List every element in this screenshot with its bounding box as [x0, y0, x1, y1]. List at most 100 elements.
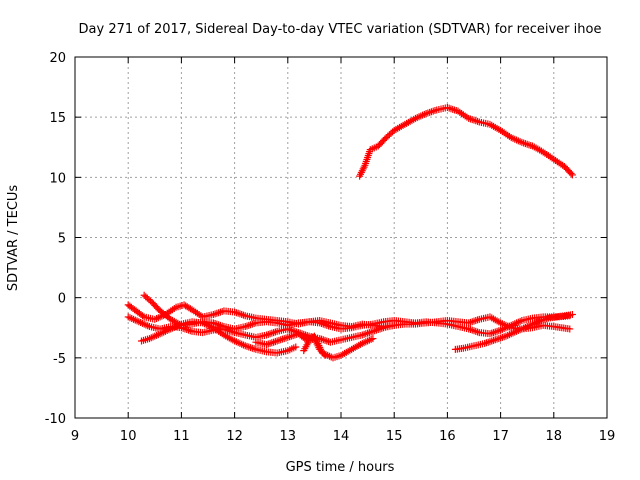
data-point [474, 117, 482, 125]
data-point [211, 310, 219, 318]
data-point [321, 336, 329, 344]
data-point [365, 329, 373, 337]
data-point [250, 320, 258, 328]
data-point [234, 309, 242, 317]
data-point [273, 337, 281, 345]
data-point [213, 309, 221, 317]
x-tick-label: 12 [226, 429, 243, 444]
y-tick-label: -10 [45, 412, 66, 427]
data-point [248, 344, 256, 352]
data-point [445, 104, 453, 112]
x-tick-label: 9 [71, 429, 79, 444]
data-point [490, 336, 498, 344]
data-point [472, 117, 480, 125]
series-6 [451, 312, 574, 353]
data-point [568, 171, 576, 179]
y-tick-label: 20 [49, 51, 66, 66]
data-point [139, 312, 147, 320]
data-point [216, 308, 224, 316]
y-tick-label: 10 [49, 171, 66, 186]
data-point [468, 326, 476, 334]
data-point [270, 338, 278, 346]
data-point [493, 335, 501, 343]
data-point [429, 107, 437, 115]
data-point [484, 338, 492, 346]
x-tick-label: 17 [492, 429, 509, 444]
data-point [567, 170, 575, 178]
data-point [287, 326, 295, 334]
data-point [245, 321, 253, 329]
data-point [278, 335, 286, 343]
data-point [264, 340, 272, 348]
data-point [238, 311, 246, 319]
data-point [470, 317, 478, 325]
x-tick-label: 14 [333, 429, 350, 444]
data-point [183, 326, 191, 334]
data-point [362, 330, 370, 338]
x-tick-label: 18 [546, 429, 563, 444]
data-point [490, 329, 498, 337]
data-point [431, 107, 439, 115]
data-point [566, 312, 574, 320]
series-0 [356, 104, 576, 180]
data-point [271, 328, 279, 336]
data-point [264, 330, 272, 338]
x-tick-label: 19 [599, 429, 616, 444]
data-point [449, 105, 457, 113]
data-point [239, 311, 247, 319]
chart-title: Day 271 of 2017, Sidereal Day-to-day VTE… [79, 22, 602, 37]
data-point [364, 329, 372, 337]
data-point [472, 317, 480, 325]
data-point [323, 337, 331, 345]
data-point [319, 336, 327, 344]
data-point [360, 330, 368, 338]
data-point [495, 335, 503, 343]
x-tick-label: 10 [120, 429, 137, 444]
y-tick-label: 0 [58, 292, 66, 307]
x-axis-label: GPS time / hours [286, 460, 395, 475]
data-point [277, 336, 285, 344]
series-7 [300, 335, 329, 359]
data-point [282, 334, 290, 342]
data-point [369, 335, 377, 343]
data-point [470, 116, 478, 124]
data-point [266, 330, 274, 338]
data-point [367, 328, 375, 336]
data-point [497, 334, 505, 342]
data-point [486, 338, 494, 346]
data-point [275, 336, 283, 344]
data-point [491, 336, 499, 344]
data-point [474, 316, 482, 324]
x-tick-label: 11 [173, 429, 190, 444]
data-point [472, 327, 480, 335]
data-point [215, 309, 223, 317]
data-point [566, 325, 574, 333]
y-tick-label: 5 [58, 232, 66, 247]
data-point [466, 318, 474, 326]
data-point [247, 321, 255, 329]
data-point [284, 333, 292, 341]
y-axis-label: SDTVAR / TECUs [6, 185, 21, 292]
series-4 [138, 318, 300, 357]
data-point [266, 339, 274, 347]
data-point [247, 344, 255, 352]
data-point [286, 333, 294, 341]
data-point [250, 345, 258, 353]
data-point [390, 321, 398, 329]
x-tick-label: 15 [386, 429, 403, 444]
data-point [447, 105, 455, 113]
data-marks [124, 104, 576, 362]
data-point [248, 320, 256, 328]
data-point [488, 337, 496, 345]
series-2 [140, 291, 576, 338]
data-point [243, 322, 251, 330]
x-tick-label: 13 [280, 429, 297, 444]
data-point [271, 338, 279, 346]
data-point [270, 329, 278, 337]
ticks: 9 10 11 12 13 14 15 16 17 18 19 -10 -5 0 5 10 15 20 [45, 51, 616, 444]
data-point [488, 329, 496, 337]
data-point [468, 318, 476, 326]
data-point [482, 339, 490, 347]
data-point [268, 339, 276, 347]
